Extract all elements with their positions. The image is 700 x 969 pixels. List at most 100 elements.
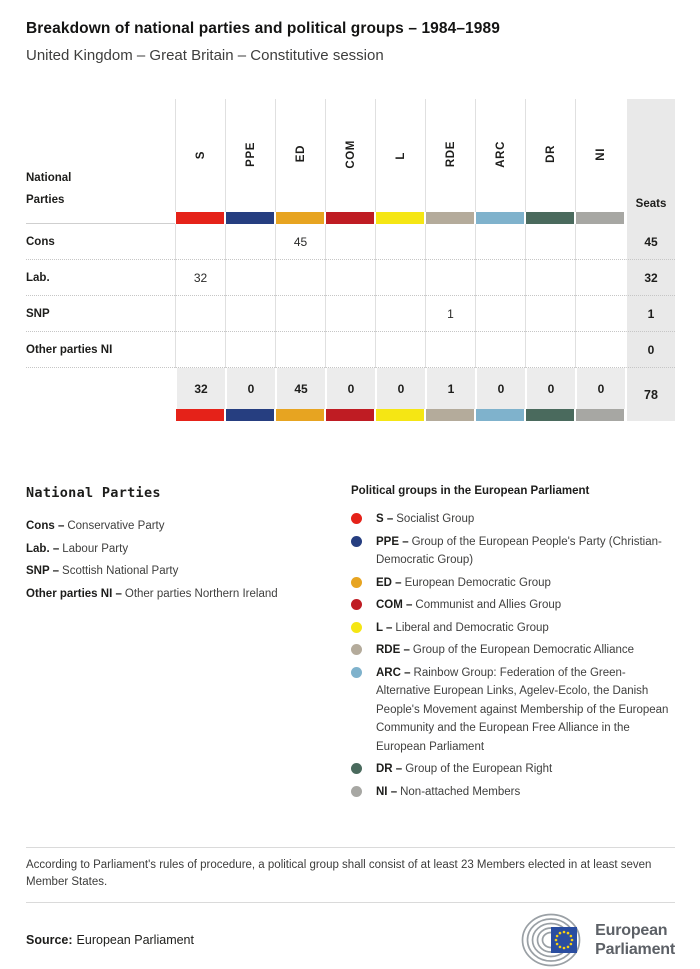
- legend-item-s: S – Socialist Group: [351, 510, 675, 529]
- color-bar-row-bottom: [26, 409, 675, 421]
- column-header-l: L: [375, 99, 425, 212]
- legend-item-snp: SNP – Scottish National Party: [26, 562, 351, 580]
- ep-wordmark: European Parliament: [595, 921, 675, 959]
- legend-item-rde: RDE – Group of the European Democratic Al…: [351, 641, 675, 660]
- legend-desc: Other parties Northern Ireland: [124, 587, 278, 600]
- group-color-dot: [351, 535, 362, 547]
- table-row-snp: SNP 1 1: [26, 296, 675, 332]
- totals-row: 32 0 45 0 0 1 0 0 0 78: [26, 368, 675, 421]
- table-cell: [375, 224, 425, 260]
- source-text: Source: European Parliament: [26, 933, 194, 947]
- total-cell: 0: [375, 368, 425, 409]
- legend-term: Other parties NI –: [26, 587, 122, 600]
- group-color-bar: [225, 409, 275, 421]
- table-cell: [225, 332, 275, 368]
- legend-item-l: L – Liberal and Democratic Group: [351, 619, 675, 638]
- table-cell: [325, 224, 375, 260]
- legend-desc: Scottish National Party: [62, 565, 179, 577]
- seats-cell: 1: [625, 296, 675, 332]
- table-cell: [525, 260, 575, 296]
- legend-item-arc: ARC – Rainbow Group: Federation of the Gr…: [351, 664, 675, 757]
- seats-header-label: Seats: [635, 198, 667, 210]
- column-header-dr: DR: [525, 99, 575, 212]
- seats-cell: 0: [625, 332, 675, 368]
- group-color-bar: [175, 212, 225, 224]
- table-cell: [225, 260, 275, 296]
- group-color-bar: [375, 409, 425, 421]
- group-color-bar: [575, 409, 625, 421]
- total-cell: 0: [475, 368, 525, 409]
- table-cell: [575, 260, 625, 296]
- column-header-label: RDE: [444, 140, 457, 168]
- table-cell: [325, 260, 375, 296]
- table-cell: [425, 224, 475, 260]
- group-color-bar: [575, 212, 625, 224]
- column-header-com: COM: [325, 99, 375, 212]
- total-cell: 0: [525, 368, 575, 409]
- table-cell: [525, 224, 575, 260]
- table-cell: [425, 332, 475, 368]
- legend-item-ni: NI – Non-attached Members: [351, 783, 675, 802]
- group-color-bar: [475, 409, 525, 421]
- seats-cell: 45: [625, 224, 675, 260]
- legend-item-com: COM – Communist and Allies Group: [351, 596, 675, 615]
- legend-text: DR – Group of the European Right: [376, 763, 553, 775]
- ep-wordmark-line2: Parliament: [595, 941, 675, 958]
- group-color-bar: [525, 409, 575, 421]
- column-header-label: COM: [344, 139, 357, 169]
- group-color-bar: [525, 212, 575, 224]
- table-cell: 32: [175, 260, 225, 296]
- group-color-bar: [325, 212, 375, 224]
- legend-text: PPE – Group of the European People's Part…: [376, 535, 662, 567]
- table-cell: [575, 224, 625, 260]
- legend-text: S – Socialist Group: [376, 513, 475, 525]
- legend-text: COM – Communist and Allies Group: [376, 599, 562, 611]
- column-header-ppe: PPE: [225, 99, 275, 212]
- group-color-bar: [175, 409, 225, 421]
- total-cell: 0: [575, 368, 625, 409]
- column-header-label: ED: [294, 145, 307, 163]
- seats-table: National Parties S PPE ED COM L RDE ARC …: [26, 99, 675, 421]
- national-parties-legend: National Parties Cons – Conservative Part…: [26, 485, 351, 805]
- table-cell: [325, 296, 375, 332]
- table-cell: [375, 332, 425, 368]
- table-cell: [475, 260, 525, 296]
- legend-term: Cons –: [26, 520, 65, 532]
- bar-row-spacer: [26, 409, 175, 421]
- table-cell: [175, 296, 225, 332]
- legend-item-ed: ED – European Democratic Group: [351, 574, 675, 593]
- table-row-cons: Cons 45 45: [26, 224, 675, 260]
- table-cell: [275, 260, 325, 296]
- row-header-line2: Parties: [26, 194, 65, 206]
- row-label: SNP: [26, 296, 175, 332]
- table-cell: [575, 332, 625, 368]
- footnote-block: According to Parliament's rules of proce…: [26, 847, 675, 891]
- legend-item-ppe: PPE – Group of the European People's Part…: [351, 533, 675, 570]
- column-header-label: ARC: [494, 140, 507, 168]
- table-cell: [325, 332, 375, 368]
- column-header-label: DR: [544, 145, 557, 163]
- european-parliament-logo: European Parliament: [520, 913, 675, 967]
- table-cell: [175, 332, 225, 368]
- legend-item-cons: Cons – Conservative Party: [26, 517, 351, 535]
- legend-item-dr: DR – Group of the European Right: [351, 760, 675, 779]
- table-cell: [175, 224, 225, 260]
- table-cell: [225, 224, 275, 260]
- row-label: Other parties NI: [26, 332, 175, 368]
- table-cell: [475, 332, 525, 368]
- group-color-bar: [425, 409, 475, 421]
- ep-hemicycle-icon: [521, 913, 581, 967]
- eu-flag-icon: [551, 927, 578, 953]
- group-color-bar: [375, 212, 425, 224]
- legend-section: National Parties Cons – Conservative Part…: [26, 485, 675, 805]
- group-color-dot: [351, 644, 362, 655]
- legend-term: Lab. –: [26, 542, 60, 555]
- column-header-label: L: [394, 151, 407, 160]
- divider: [26, 902, 675, 903]
- political-groups-heading: Political groups in the European Parliam…: [351, 485, 590, 497]
- table-cell: [475, 224, 525, 260]
- source-label: Source:: [26, 933, 73, 947]
- group-color-bar: [475, 212, 525, 224]
- ep-wordmark-line1: European: [595, 922, 668, 939]
- legend-text: ED – European Democratic Group: [376, 576, 551, 589]
